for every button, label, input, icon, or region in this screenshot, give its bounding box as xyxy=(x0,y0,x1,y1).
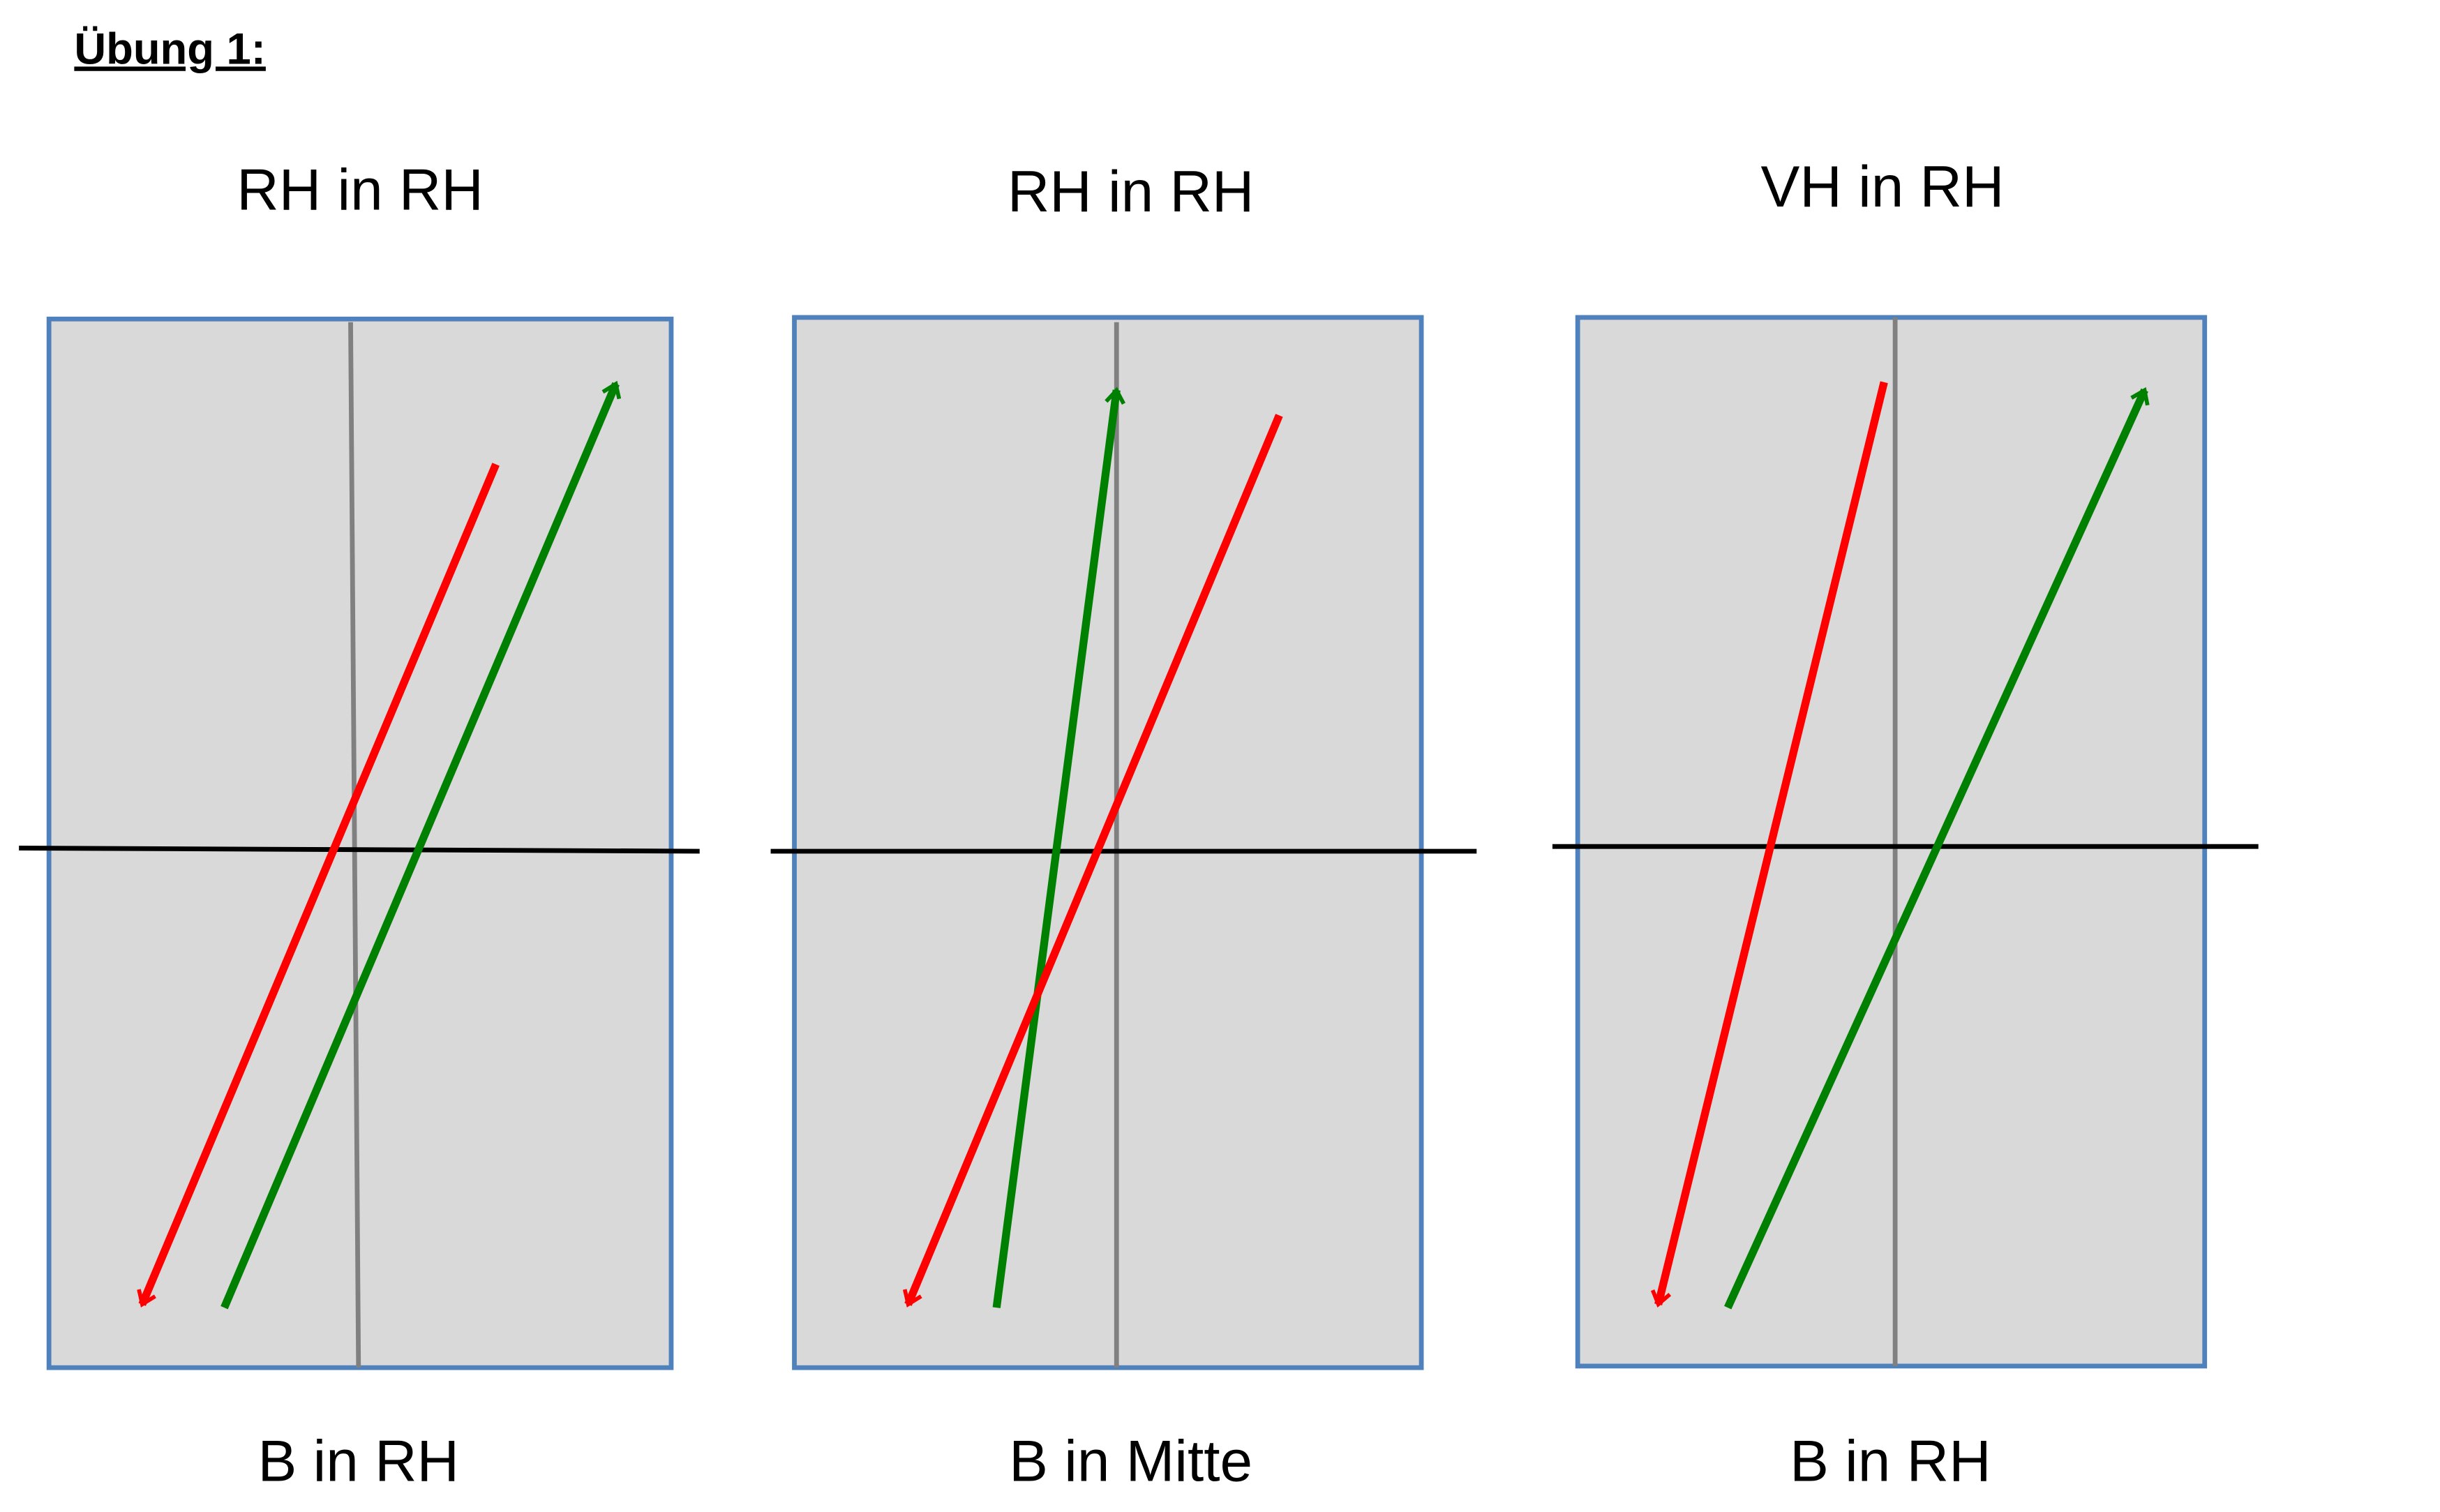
panel-box xyxy=(792,315,1424,1370)
bottom-label: B in Mitte xyxy=(1009,1428,1252,1494)
green-arrow xyxy=(220,380,622,1310)
bottom-label: B in RH xyxy=(258,1428,459,1494)
vertical-line xyxy=(348,322,361,1368)
top-label: RH in RH xyxy=(1008,158,1255,224)
panel-box xyxy=(1575,315,2208,1369)
red-arrow xyxy=(1650,381,1888,1308)
bottom-label: B in RH xyxy=(1790,1428,1991,1494)
green-arrow xyxy=(1724,387,2150,1310)
horizontal-line xyxy=(19,846,700,854)
top-label: RH in RH xyxy=(237,157,484,223)
panel: RH in RH B in Mitte xyxy=(770,158,1477,1494)
red-arrow xyxy=(902,414,1283,1308)
green-arrow xyxy=(992,387,1125,1308)
title: Übung 1: xyxy=(74,24,266,73)
top-label: VH in RH xyxy=(1761,154,2005,219)
panel: VH in RH B in RH xyxy=(1552,154,2259,1494)
panel: RH in RH B in RH xyxy=(19,157,700,1494)
red-arrow xyxy=(137,463,500,1308)
